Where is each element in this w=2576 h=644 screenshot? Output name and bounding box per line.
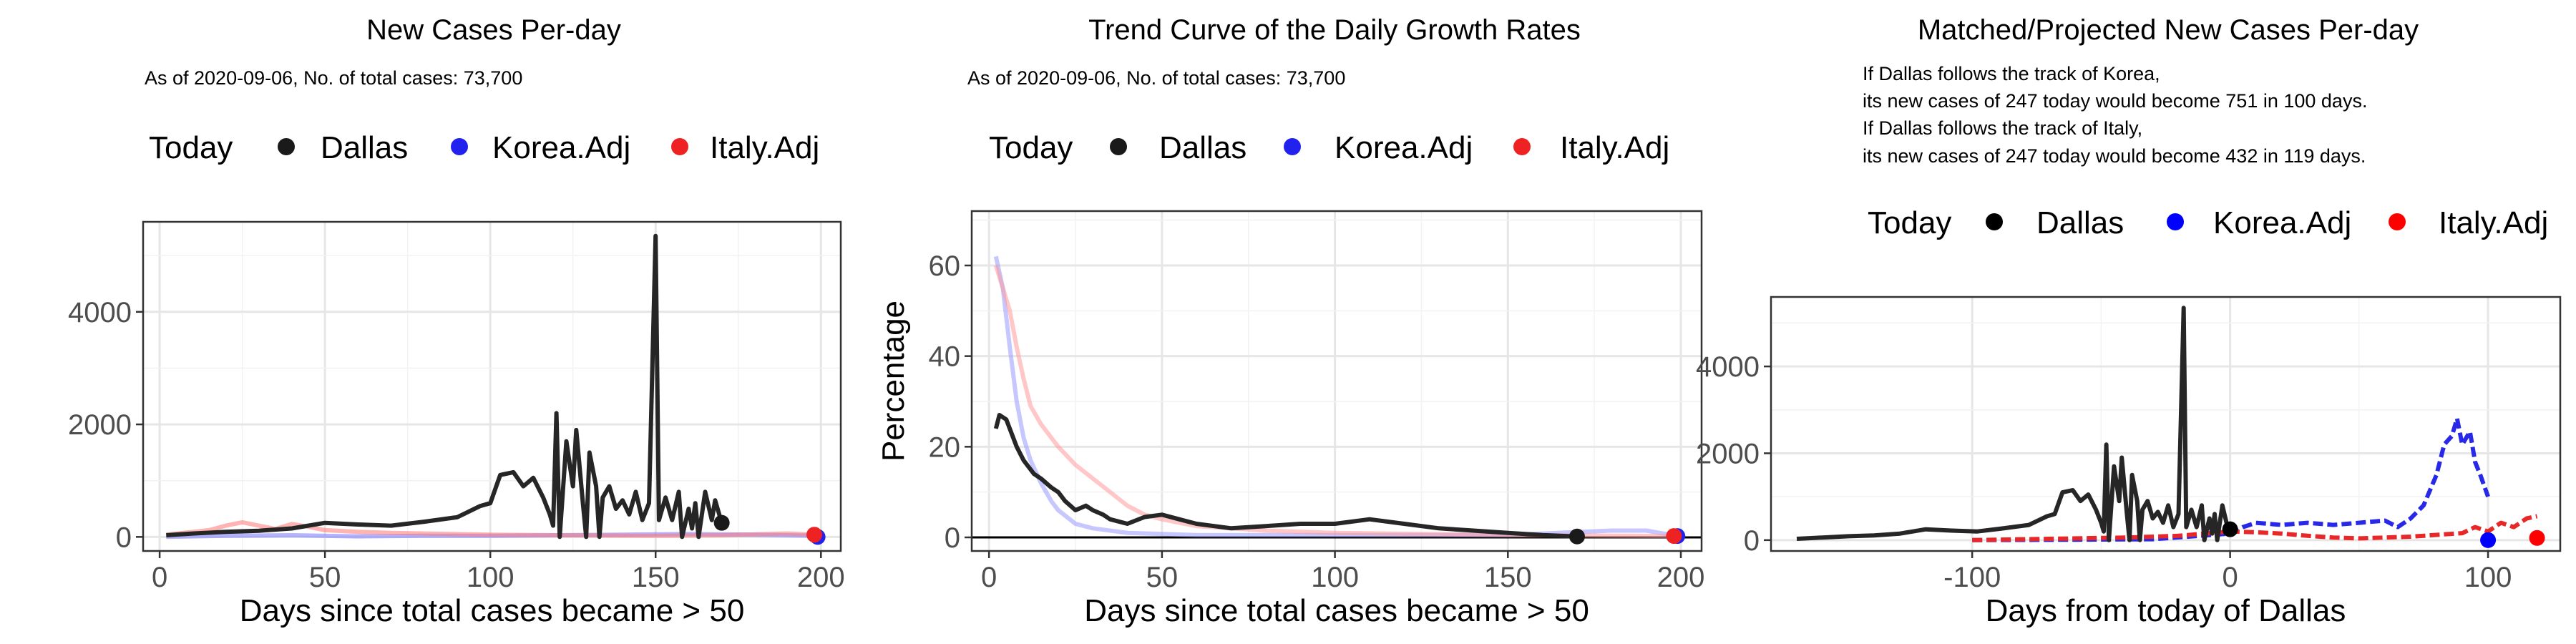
x-axis-title: Days from today of Dallas [1986, 593, 2346, 628]
x-tick-label: 50 [1146, 562, 1179, 593]
x-axis-title: Days since total cases became > 50 [1084, 593, 1589, 628]
series-line-italy-adj [993, 265, 1674, 539]
y-tick-label: 0 [116, 522, 132, 553]
legend-key [1513, 138, 1531, 155]
x-tick-label: 150 [1484, 562, 1532, 593]
y-tick-label: 0 [945, 522, 960, 554]
y-tick-label: 2000 [68, 409, 132, 441]
x-axis-title: Days since total cases became > 50 [240, 593, 745, 628]
x-tick-label: 200 [797, 562, 845, 593]
series-line-dallas [166, 233, 724, 540]
plot-border [970, 210, 1703, 552]
plot-border [142, 220, 842, 552]
x-tick-label: 100 [1311, 562, 1359, 593]
y-tick-label: 60 [929, 250, 961, 282]
series-line-italy-adj [1972, 514, 2538, 542]
chart-title: Trend Curve of the Daily Growth Rates [1088, 14, 1581, 46]
today-point-italy-adj [1666, 528, 1682, 545]
series-line-dallas [1796, 306, 2232, 542]
x-tick-label: 0 [152, 562, 167, 593]
x-tick-label: 200 [1657, 562, 1705, 593]
legend-key [278, 138, 295, 155]
y-tick-label: 4000 [68, 297, 132, 328]
chart-panel-1: New Cases Per-day As of 2020-09-06, No. o… [68, 14, 845, 628]
today-point-italy-adj [806, 527, 823, 543]
y-tick-label: 20 [929, 431, 961, 463]
y-tick-label: 40 [929, 341, 961, 373]
legend-key [1284, 138, 1301, 155]
today-point-dallas [2222, 521, 2238, 537]
chart-subtitle: As of 2020-09-06, No. of total cases: 73… [145, 67, 522, 89]
legend-label: Dallas [2036, 205, 2124, 240]
legend-label: Italy.Adj [710, 130, 819, 165]
chart-annotation: its new cases of 247 today would become … [1863, 145, 2366, 167]
chart-legend: Today Dallas Korea.Adj Italy.Adj [1868, 205, 2548, 240]
y-tick-label: 4000 [1696, 351, 1760, 383]
legend-label: Korea.Adj [1335, 130, 1473, 165]
x-tick-label: 50 [309, 562, 341, 593]
legend-key [2389, 213, 2406, 230]
legend-key [1110, 138, 1127, 155]
chart-annotation: If Dallas follows the track of Italy, [1863, 117, 2142, 139]
today-point-italy-adj [2529, 530, 2545, 546]
legend-key [1986, 213, 2003, 230]
today-point-korea-adj [2480, 532, 2497, 548]
chart-legend: Today Dallas Korea.Adj Italy.Adj [989, 130, 1669, 165]
y-tick-label: 2000 [1696, 438, 1760, 469]
legend-label: Korea.Adj [492, 130, 630, 165]
legend-label: Italy.Adj [1560, 130, 1669, 165]
legend-key [2167, 213, 2184, 230]
series-line-dallas [993, 413, 1578, 539]
legend-title: Today [149, 130, 233, 165]
legend-key [671, 138, 688, 155]
legend-label: Korea.Adj [2213, 205, 2351, 240]
chart-panel-3: Matched/Projected New Cases Per-day If Da… [1696, 14, 2562, 628]
x-tick-label: 100 [2464, 562, 2512, 593]
legend-label: Dallas [321, 130, 408, 165]
series-line-italy-adj [165, 519, 815, 538]
grid [1771, 297, 2560, 551]
x-tick-label: 0 [981, 562, 997, 593]
chart-title: New Cases Per-day [366, 14, 621, 46]
legend-label: Italy.Adj [2439, 205, 2548, 240]
legend-title: Today [989, 130, 1073, 165]
chart-title: Matched/Projected New Cases Per-day [1918, 14, 2419, 46]
today-point-dallas [713, 514, 730, 531]
x-tick-label: -100 [1943, 562, 2001, 593]
chart-subtitle: As of 2020-09-06, No. of total cases: 73… [967, 67, 1345, 89]
plot-border [1770, 296, 2562, 552]
chart-legend: Today Dallas Korea.Adj Italy.Adj [149, 130, 819, 165]
x-tick-label: 150 [632, 562, 680, 593]
x-tick-label: 0 [2222, 562, 2238, 593]
legend-label: Dallas [1159, 130, 1246, 165]
series-line-korea-adj [1972, 416, 2490, 542]
x-tick-label: 100 [467, 562, 514, 593]
today-point-dallas [1568, 528, 1585, 545]
y-tick-label: 0 [1744, 525, 1760, 557]
plot-background [972, 211, 1702, 551]
legend-key [451, 138, 468, 155]
chart-annotation: If Dallas follows the track of Korea, [1863, 63, 2160, 84]
chart-panel-2: Trend Curve of the Daily Growth Rates As … [876, 14, 1704, 628]
chart-annotation: its new cases of 247 today would become … [1863, 90, 2367, 112]
y-axis-title: Percentage [876, 301, 911, 462]
legend-title: Today [1868, 205, 1951, 240]
